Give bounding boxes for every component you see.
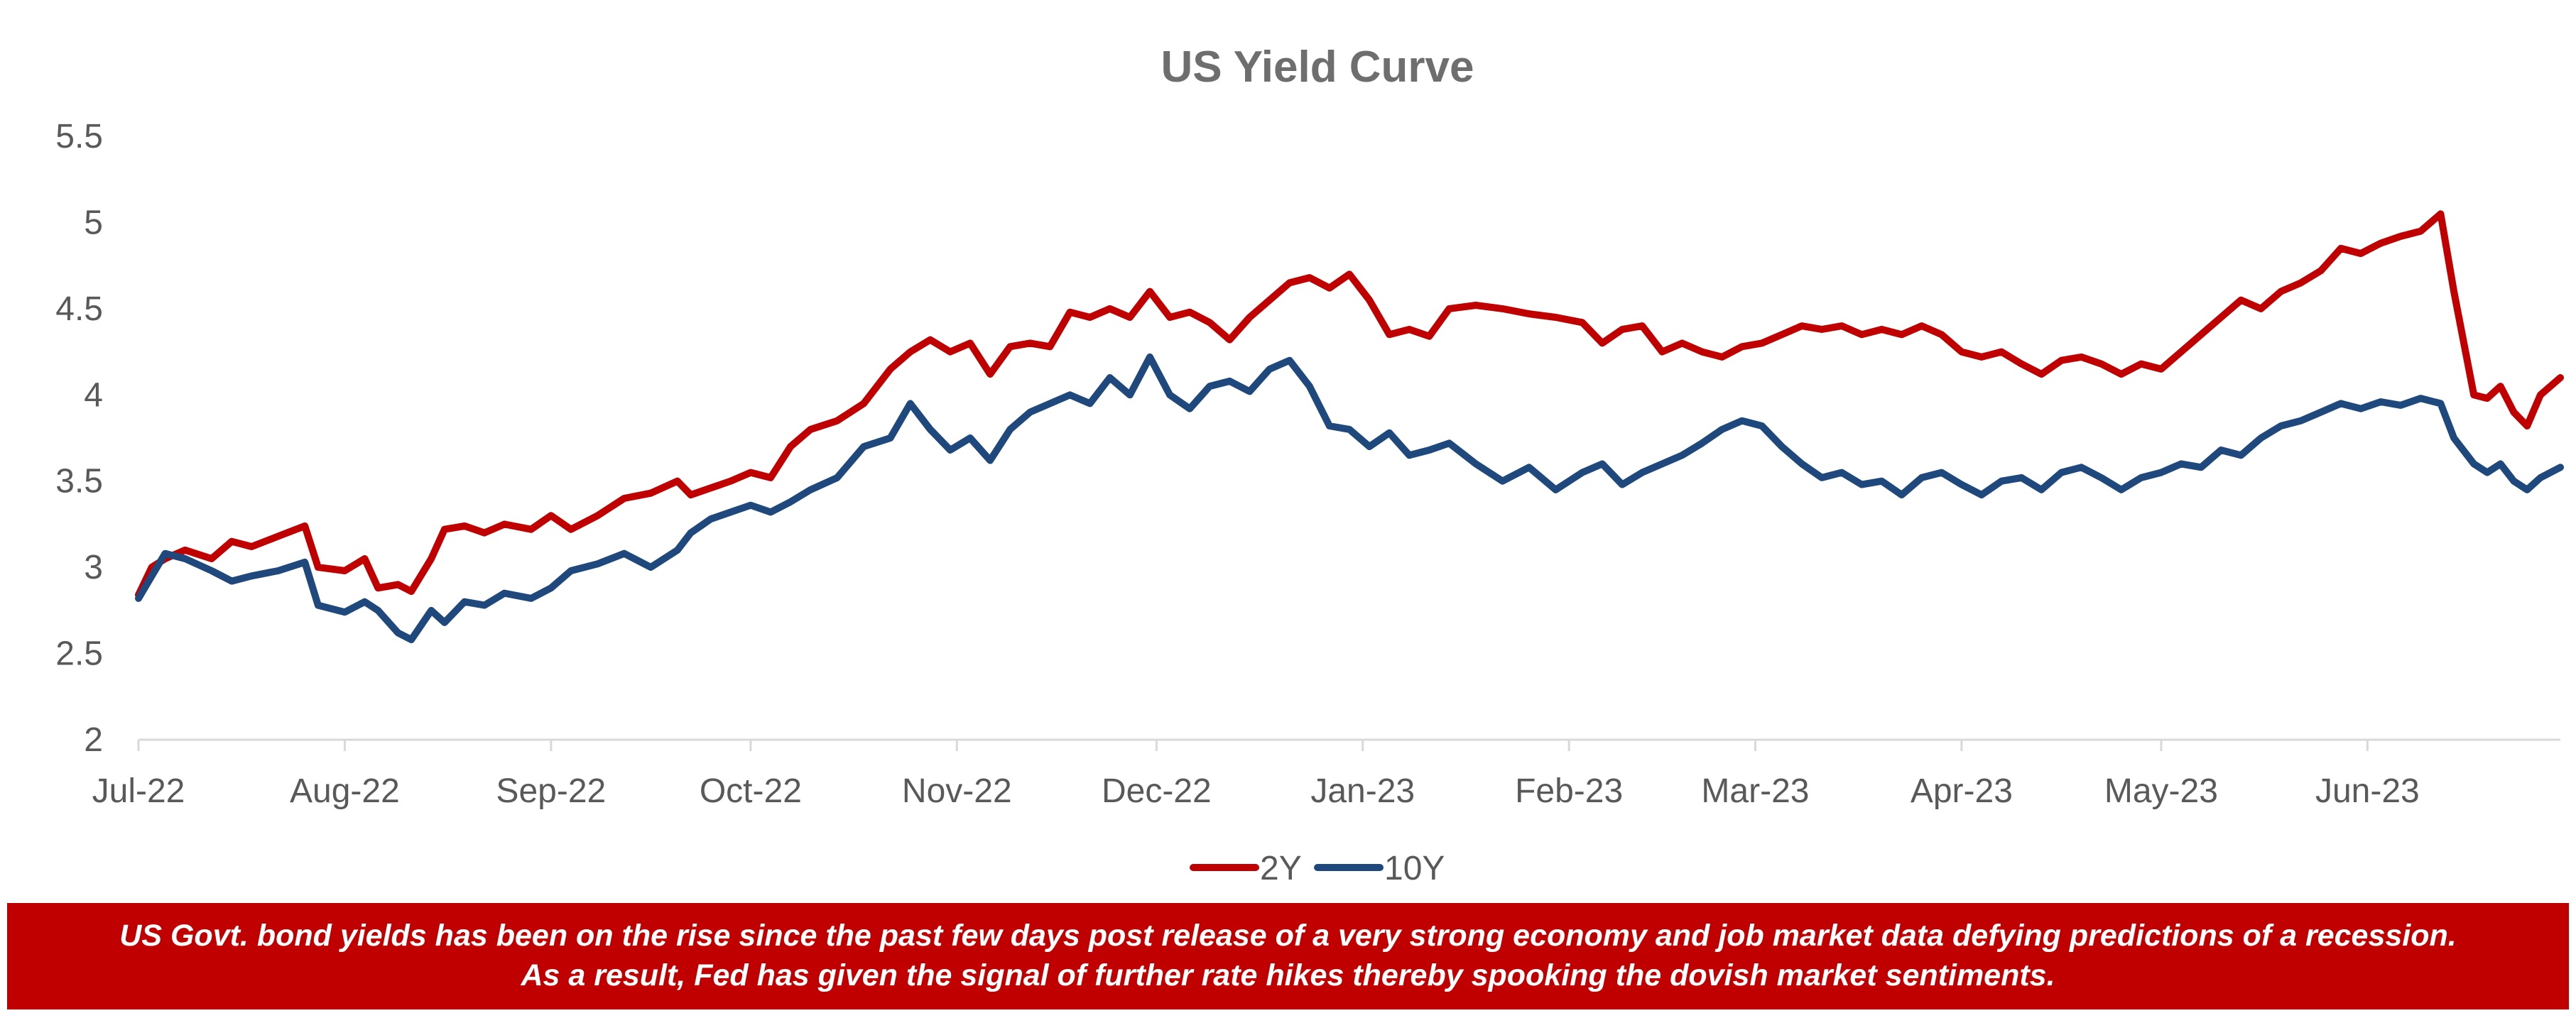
x-axis: Jul-22 Aug-22 Sep-22 Oct-22 Nov-22 Dec-22 Jan-…: [92, 738, 2560, 810]
y-tick-label: 3.5: [55, 463, 103, 500]
x-tick-label: Apr-23: [1911, 772, 2013, 810]
y-tick-label: 5: [84, 204, 103, 241]
x-tick-label: Sep-22: [496, 772, 606, 810]
x-tick-label: Nov-22: [902, 772, 1012, 810]
x-tick-label: Dec-22: [1102, 772, 1212, 810]
legend: 2Y 10Y: [1190, 850, 1445, 887]
x-tick-label: May-23: [2104, 772, 2218, 810]
series-line-10y: [135, 353, 2564, 644]
y-tick-label: 2: [84, 721, 103, 759]
y-tick-label: 4: [84, 376, 103, 414]
commentary-banner: US Govt. bond yields has been on the ris…: [7, 903, 2569, 1009]
x-tick-label: Feb-23: [1515, 772, 1623, 810]
x-tick-label: Jan-23: [1310, 772, 1415, 810]
x-tick-label: Oct-22: [700, 772, 802, 810]
banner-line-1: US Govt. bond yields has been on the ris…: [119, 919, 2457, 953]
yield-curve-chart: US Yield Curve 2 2.5 3 3.5 4 4.5 5 5.5 Jul-22 Au…: [55, 43, 2564, 887]
y-tick-label: 4.5: [55, 290, 103, 328]
legend-label-2y: 2Y: [1260, 850, 1302, 887]
x-tick-label: Mar-23: [1701, 772, 1809, 810]
y-axis: 2 2.5 3 3.5 4 4.5 5 5.5: [55, 118, 103, 759]
y-tick-label: 3: [84, 549, 103, 586]
x-tick-label: Aug-22: [290, 772, 400, 810]
series-line-2y: [135, 210, 2564, 598]
chart-title: US Yield Curve: [1161, 43, 1474, 92]
legend-label-10y: 10Y: [1384, 850, 1445, 887]
y-tick-label: 2.5: [55, 635, 103, 673]
x-tick-label: Jul-22: [92, 772, 185, 810]
banner-line-2: As a result, Fed has given the signal of…: [521, 958, 2055, 992]
series-group: [135, 210, 2564, 644]
y-tick-label: 5.5: [55, 118, 103, 155]
x-tick-label: Jun-23: [2315, 772, 2420, 810]
